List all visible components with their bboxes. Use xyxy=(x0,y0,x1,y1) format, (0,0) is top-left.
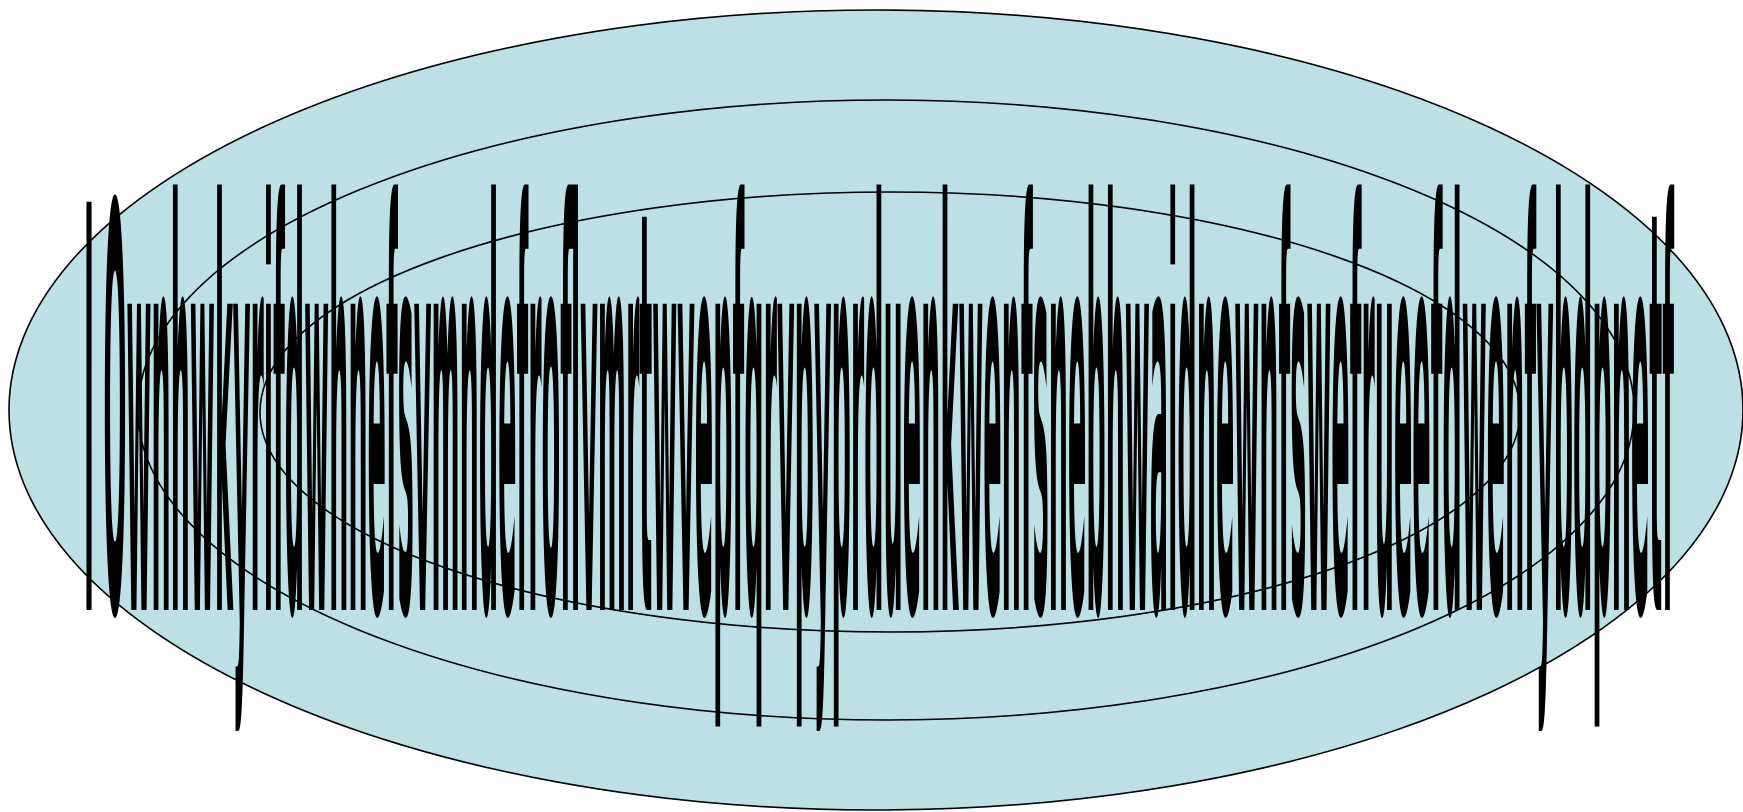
overlay-text: I Ownhwkyrifdwhnefsvmndefroflvmrtwvepfqr… xyxy=(84,91,1674,743)
inner-ellipse xyxy=(259,191,1521,633)
